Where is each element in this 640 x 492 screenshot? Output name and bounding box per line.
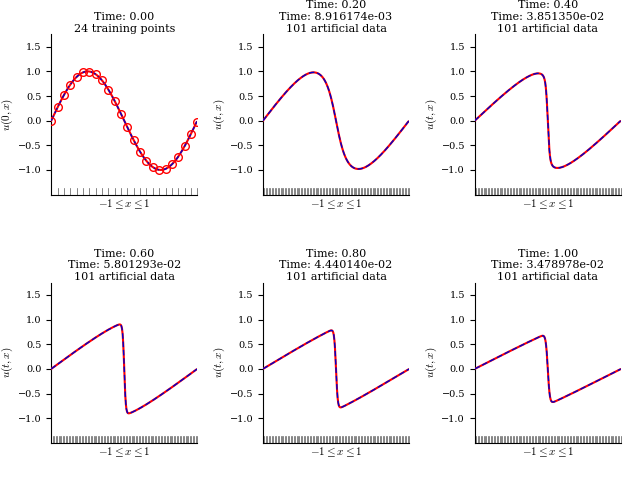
Y-axis label: $u(t, x)$: $u(t, x)$ bbox=[212, 99, 227, 130]
X-axis label: $-1 \leq x \leq 1$: $-1 \leq x \leq 1$ bbox=[98, 197, 150, 211]
X-axis label: $-1 \leq x \leq 1$: $-1 \leq x \leq 1$ bbox=[310, 446, 362, 459]
Title: Time: 1.00
Time: 3.478978e-02
101 artificial data: Time: 1.00 Time: 3.478978e-02 101 artifi… bbox=[492, 248, 604, 282]
Title: Time: 0.60
Time: 5.801293e-02
101 artificial data: Time: 0.60 Time: 5.801293e-02 101 artifi… bbox=[68, 248, 181, 282]
Title: Time: 0.20
Time: 8.916174e-03
101 artificial data: Time: 0.20 Time: 8.916174e-03 101 artifi… bbox=[280, 0, 392, 33]
Y-axis label: $u(t, x)$: $u(t, x)$ bbox=[212, 347, 227, 378]
X-axis label: $-1 \leq x \leq 1$: $-1 \leq x \leq 1$ bbox=[310, 197, 362, 211]
Y-axis label: $u(t, x)$: $u(t, x)$ bbox=[0, 347, 15, 378]
Title: Time: 0.00
24 training points: Time: 0.00 24 training points bbox=[74, 12, 175, 33]
X-axis label: $-1 \leq x \leq 1$: $-1 \leq x \leq 1$ bbox=[522, 446, 574, 459]
Title: Time: 0.80
Time: 4.440140e-02
101 artificial data: Time: 0.80 Time: 4.440140e-02 101 artifi… bbox=[280, 248, 392, 282]
Y-axis label: $u(t, x)$: $u(t, x)$ bbox=[423, 99, 438, 130]
X-axis label: $-1 \leq x \leq 1$: $-1 \leq x \leq 1$ bbox=[98, 446, 150, 459]
Y-axis label: $u(0, x)$: $u(0, x)$ bbox=[0, 98, 15, 131]
Title: Time: 0.40
Time: 3.851350e-02
101 artificial data: Time: 0.40 Time: 3.851350e-02 101 artifi… bbox=[491, 0, 604, 33]
X-axis label: $-1 \leq x \leq 1$: $-1 \leq x \leq 1$ bbox=[522, 197, 574, 211]
Y-axis label: $u(t, x)$: $u(t, x)$ bbox=[423, 347, 438, 378]
